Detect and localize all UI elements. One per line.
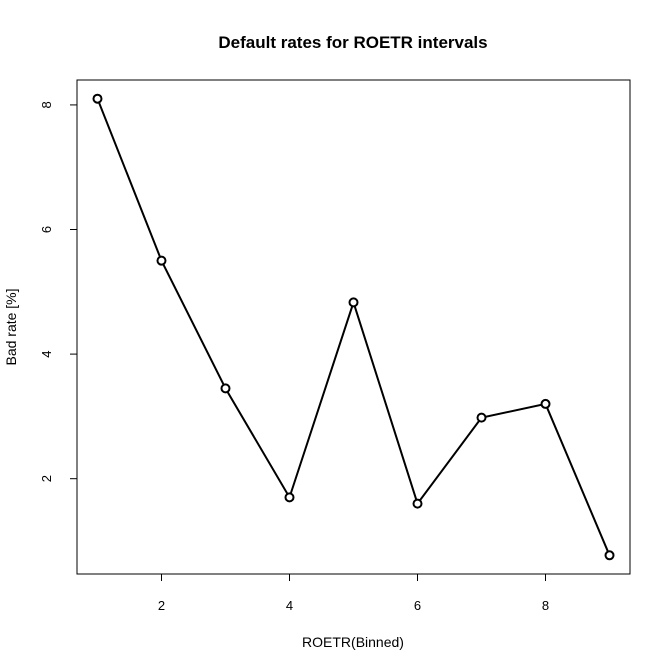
data-point (348, 297, 359, 308)
plot-frame (76, 79, 631, 575)
data-point (92, 93, 103, 104)
x-tick-label: 2 (158, 598, 165, 613)
x-axis: 2 4 6 8 (158, 573, 549, 613)
data-point (220, 383, 231, 394)
x-tick-label: 4 (286, 598, 293, 613)
data-points (92, 93, 615, 561)
y-tick-label: 2 (39, 475, 54, 482)
data-point (284, 492, 295, 503)
y-tick-label: 8 (39, 101, 54, 108)
series-line (96, 98, 611, 556)
y-axis-label: Bad rate [%] (3, 288, 19, 365)
y-axis: 2 4 6 8 (39, 101, 78, 482)
data-point (540, 398, 551, 409)
data-point (412, 498, 423, 509)
chart-title: Default rates for ROETR intervals (218, 33, 487, 52)
data-point (156, 255, 167, 266)
data-point (604, 550, 615, 561)
x-axis-label: ROETR(Binned) (302, 634, 404, 650)
x-tick-label: 6 (414, 598, 421, 613)
y-tick-label: 6 (39, 226, 54, 233)
x-tick-label: 8 (542, 598, 549, 613)
data-point (476, 412, 487, 423)
y-tick-label: 4 (39, 350, 54, 357)
